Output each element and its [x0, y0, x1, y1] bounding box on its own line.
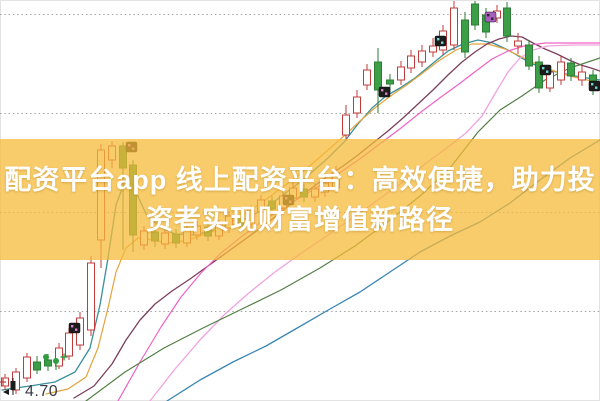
- signal-marker: [484, 11, 497, 23]
- signal-marker: [539, 64, 552, 76]
- candle: [23, 353, 31, 382]
- price-low-label: 4.70: [25, 383, 59, 400]
- candle: [450, 1, 458, 50]
- candle: [363, 64, 371, 90]
- candle: [461, 12, 469, 58]
- candle: [342, 105, 350, 141]
- candle: [407, 50, 415, 73]
- candle: [503, 2, 511, 42]
- candle: [514, 33, 522, 54]
- candle: [567, 58, 575, 81]
- signal-marker: [68, 322, 81, 334]
- candle: [353, 90, 361, 118]
- candle: [33, 356, 41, 374]
- plus-glyph: [60, 353, 68, 361]
- candle: [525, 40, 533, 70]
- promo-banner: 配资平台app 线上配资平台：高效便捷，助力投 资者实现财富增值新路径: [0, 139, 600, 260]
- candle: [374, 48, 382, 113]
- candle: [471, 1, 479, 30]
- candle: [429, 38, 437, 57]
- candle: [418, 45, 426, 67]
- candle: [65, 328, 73, 360]
- lollipop-glyph: [53, 358, 59, 370]
- promo-banner-line2: 资者实现财富增值新路径: [146, 204, 454, 235]
- cross-glyph: [0, 378, 6, 386]
- candle: [87, 256, 95, 336]
- signal-marker: [588, 80, 600, 92]
- mini-candle-glyph: [3, 378, 16, 395]
- signal-marker: [434, 35, 447, 47]
- candle: [397, 61, 405, 85]
- candle: [557, 56, 565, 85]
- signal-marker: [378, 86, 391, 98]
- lollipop-glyph: [43, 354, 49, 366]
- promo-banner-line1: 配资平台app 线上配资平台：高效便捷，助力投: [4, 164, 596, 195]
- candle: [578, 66, 586, 86]
